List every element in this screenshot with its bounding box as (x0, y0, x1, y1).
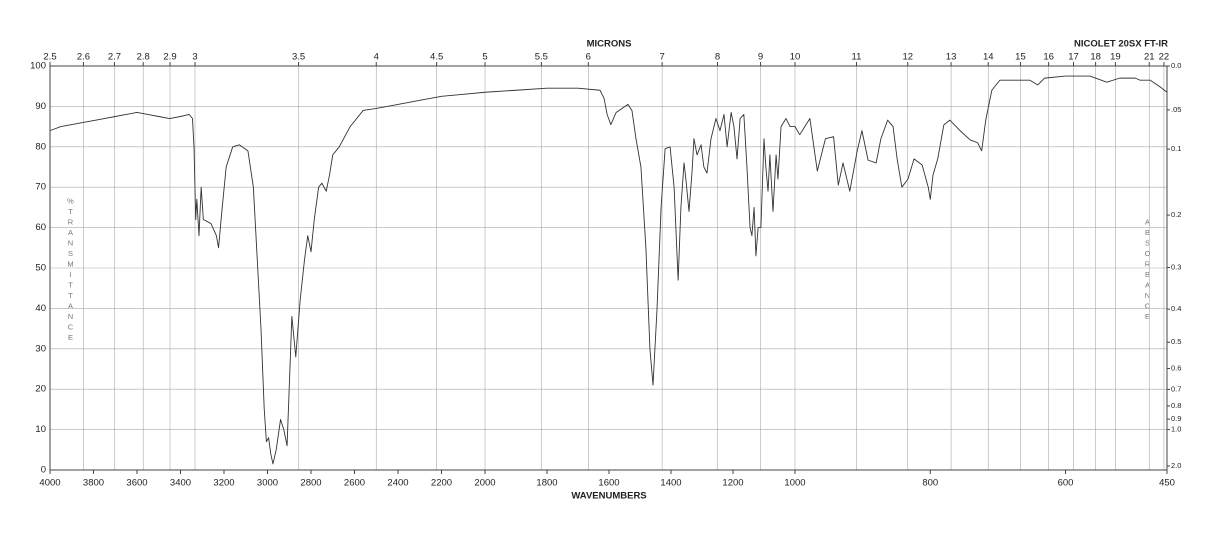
y2-tick-label: 0.9 (1171, 414, 1181, 423)
x-tick-label: 600 (1058, 478, 1074, 489)
y2-tick-label: 0.4 (1171, 304, 1181, 313)
x2-tick-label: 14 (983, 52, 994, 63)
x-tick-label: 1400 (660, 478, 681, 489)
x-tick-label: 3800 (83, 478, 104, 489)
x2-tick-label: 13 (946, 52, 957, 63)
instrument-label: NICOLET 20SX FT-IR (1074, 39, 1168, 50)
y2-tick-label: 0.7 (1171, 384, 1181, 393)
y-tick-label: 0 (41, 465, 46, 476)
x-tick-label: 1800 (536, 478, 557, 489)
y2-tick-label: 0.3 (1171, 263, 1181, 272)
x2-tick-label: 17 (1068, 52, 1079, 63)
x2-tick-label: 2.9 (163, 52, 176, 63)
y-tick-label: 50 (35, 263, 46, 274)
x-tick-label: 4000 (39, 478, 60, 489)
x-axis-title: WAVENUMBERS (571, 491, 646, 502)
x-tick-label: 1200 (722, 478, 743, 489)
x2-tick-label: 11 (852, 52, 862, 63)
x2-tick-label: 21 (1144, 52, 1155, 63)
x2-tick-label: 2.7 (108, 52, 121, 63)
y2-tick-label: 1.0 (1171, 425, 1181, 434)
x-tick-label: 800 (922, 478, 938, 489)
x2-tick-label: 5 (482, 52, 487, 63)
x-tick-label: 450 (1159, 478, 1175, 489)
y-tick-label: 60 (35, 222, 46, 233)
x2-tick-label: 4 (374, 52, 379, 63)
y2-tick-label: 2.0 (1171, 461, 1181, 470)
y-tick-label: 90 (35, 101, 46, 112)
x2-axis-title: MICRONS (587, 39, 632, 50)
x2-tick-label: 4.5 (430, 52, 443, 63)
x-tick-label: 3600 (126, 478, 147, 489)
x2-tick-label: 9 (758, 52, 763, 63)
x2-tick-label: 10 (790, 52, 801, 63)
y2-tick-label: .05 (1171, 105, 1181, 114)
y-tick-label: 80 (35, 141, 46, 152)
y2-tick-label: 0.8 (1171, 401, 1181, 410)
y-tick-label: 20 (35, 384, 46, 395)
x2-tick-label: 2.5 (43, 52, 56, 63)
x2-tick-label: 16 (1043, 52, 1054, 63)
x2-tick-label: 2.6 (77, 52, 90, 63)
x2-tick-label: 18 (1090, 52, 1101, 63)
x-tick-label: 2200 (431, 478, 452, 489)
x2-tick-label: 6 (586, 52, 591, 63)
y-tick-label: 40 (35, 303, 46, 314)
x2-tick-label: 8 (715, 52, 720, 63)
x-tick-label: 2400 (387, 478, 408, 489)
y2-tick-label: 0.2 (1171, 210, 1181, 219)
y-axis-title: %TRANSMITTANCE (66, 197, 75, 344)
x2-tick-label: 22 (1159, 52, 1170, 63)
x-tick-label: 1600 (598, 478, 619, 489)
y-tick-label: 30 (35, 343, 46, 354)
y2-tick-label: 0.5 (1171, 337, 1181, 346)
x2-tick-label: 5.5 (535, 52, 548, 63)
x-tick-label: 3400 (170, 478, 191, 489)
x2-tick-label: 15 (1015, 52, 1026, 63)
x2-tick-label: 3.5 (292, 52, 305, 63)
spectrum-line (49, 75, 1168, 465)
x-tick-label: 1000 (784, 478, 805, 489)
x2-tick-label: 19 (1110, 52, 1121, 63)
x-tick-label: 2600 (344, 478, 365, 489)
x2-tick-label: 3 (192, 52, 197, 63)
y2-tick-label: 0.6 (1171, 364, 1181, 373)
y-tick-label: 10 (35, 424, 46, 435)
x2-tick-label: 12 (902, 52, 913, 63)
x2-tick-label: 7 (659, 52, 664, 63)
y-tick-label: 100 (30, 61, 46, 72)
y2-tick-label: 0.1 (1171, 144, 1181, 153)
x-tick-label: 3200 (213, 478, 234, 489)
y2-axis-title: ABSORBANCE (1143, 218, 1152, 323)
x-tick-label: 2800 (300, 478, 321, 489)
x2-tick-label: 2.8 (137, 52, 150, 63)
y-tick-label: 70 (35, 182, 46, 193)
x-tick-label: 2000 (474, 478, 495, 489)
y2-tick-label: 0.0 (1171, 61, 1181, 70)
x-tick-label: 3000 (257, 478, 278, 489)
